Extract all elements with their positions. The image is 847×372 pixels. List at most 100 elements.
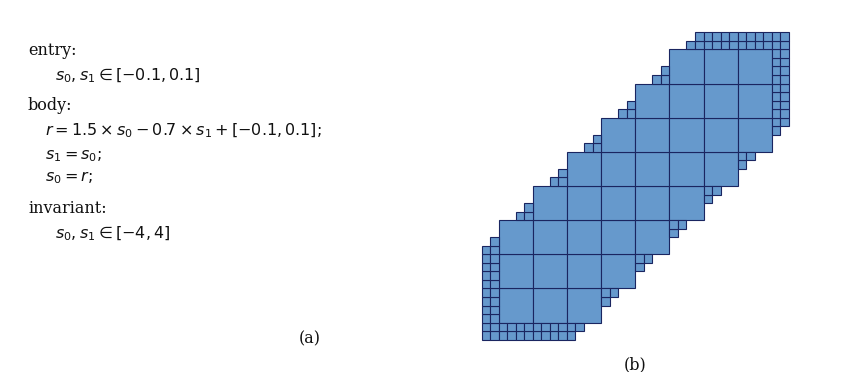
Bar xyxy=(712,41,721,49)
Bar xyxy=(601,297,610,305)
Bar xyxy=(780,67,789,75)
Bar xyxy=(780,118,789,126)
Bar xyxy=(669,229,678,237)
Bar xyxy=(669,118,704,152)
Bar xyxy=(481,297,490,305)
Bar xyxy=(524,331,533,340)
Bar xyxy=(704,118,738,152)
Bar xyxy=(567,289,601,323)
Bar xyxy=(541,331,550,340)
Bar xyxy=(669,152,704,186)
Bar xyxy=(516,323,524,331)
Bar xyxy=(481,331,490,340)
Bar xyxy=(635,263,644,272)
Bar xyxy=(746,32,755,41)
Bar xyxy=(490,254,499,263)
Bar xyxy=(524,212,533,220)
Bar xyxy=(738,160,746,169)
Text: (b): (b) xyxy=(624,357,646,372)
Bar xyxy=(533,220,567,254)
Bar xyxy=(652,75,661,83)
Bar xyxy=(721,41,729,49)
Bar xyxy=(481,323,490,331)
Bar xyxy=(772,67,780,75)
Bar xyxy=(490,263,499,272)
Bar xyxy=(721,32,729,41)
Bar xyxy=(780,92,789,100)
Bar xyxy=(772,58,780,67)
Bar xyxy=(780,75,789,83)
Text: $s_0, s_1 \in [-4, 4]$: $s_0, s_1 \in [-4, 4]$ xyxy=(55,225,170,243)
Bar xyxy=(712,32,721,41)
Bar xyxy=(746,152,755,160)
Bar xyxy=(601,289,610,297)
Bar xyxy=(550,323,558,331)
Bar xyxy=(669,83,704,118)
Bar xyxy=(780,49,789,58)
Bar xyxy=(490,272,499,280)
Bar xyxy=(558,177,567,186)
Text: invariant:: invariant: xyxy=(28,200,107,217)
Bar xyxy=(550,177,558,186)
Bar xyxy=(627,100,635,109)
Bar xyxy=(499,331,507,340)
Bar xyxy=(524,323,533,331)
Bar xyxy=(558,169,567,177)
Bar xyxy=(601,118,635,152)
Bar xyxy=(704,83,738,118)
Bar xyxy=(593,135,601,143)
Bar xyxy=(490,289,499,297)
Bar xyxy=(524,203,533,212)
Bar xyxy=(669,186,704,220)
Bar xyxy=(516,331,524,340)
Bar xyxy=(481,305,490,314)
Bar xyxy=(490,280,499,289)
Bar xyxy=(772,41,780,49)
Bar xyxy=(738,118,772,152)
Bar xyxy=(481,263,490,272)
Bar xyxy=(635,254,644,263)
Bar xyxy=(490,246,499,254)
Bar xyxy=(567,152,601,186)
Bar xyxy=(687,41,695,49)
Bar xyxy=(635,220,669,254)
Bar xyxy=(499,323,507,331)
Bar xyxy=(533,323,541,331)
Bar xyxy=(584,143,593,152)
Bar xyxy=(481,280,490,289)
Bar xyxy=(763,41,772,49)
Bar xyxy=(567,323,575,331)
Bar xyxy=(695,32,704,41)
Bar xyxy=(729,41,738,49)
Bar xyxy=(738,152,746,160)
Text: $s_0 = r;$: $s_0 = r;$ xyxy=(45,169,92,186)
Bar xyxy=(533,254,567,289)
Bar xyxy=(755,41,763,49)
Bar xyxy=(490,305,499,314)
Bar xyxy=(712,186,721,195)
Bar xyxy=(507,331,516,340)
Text: $s_0, s_1 \in [-0.1, 0.1]$: $s_0, s_1 \in [-0.1, 0.1]$ xyxy=(55,67,201,86)
Bar xyxy=(635,83,669,118)
Bar xyxy=(772,83,780,92)
Bar xyxy=(772,118,780,126)
Bar xyxy=(661,75,669,83)
Bar xyxy=(558,331,567,340)
Bar xyxy=(772,100,780,109)
Bar xyxy=(695,41,704,49)
Bar xyxy=(772,32,780,41)
Bar xyxy=(567,186,601,220)
Bar xyxy=(490,323,499,331)
Bar xyxy=(704,152,738,186)
Bar xyxy=(601,152,635,186)
Bar xyxy=(635,118,669,152)
Bar xyxy=(704,186,712,195)
Bar xyxy=(678,220,687,229)
Bar xyxy=(499,289,533,323)
Text: $r = 1.5 \times s_0 - 0.7 \times s_1 + [-0.1, 0.1];$: $r = 1.5 \times s_0 - 0.7 \times s_1 + [… xyxy=(45,122,322,140)
Bar xyxy=(780,109,789,118)
Bar xyxy=(763,32,772,41)
Bar xyxy=(481,289,490,297)
Bar xyxy=(738,32,746,41)
Bar xyxy=(635,186,669,220)
